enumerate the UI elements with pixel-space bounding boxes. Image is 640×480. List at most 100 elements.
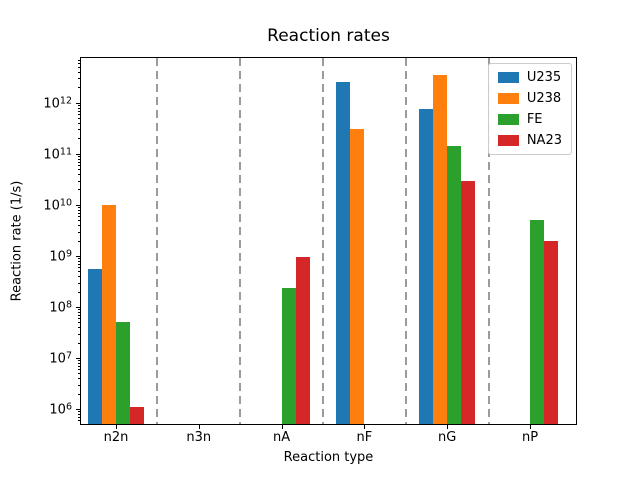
y-minor-tick <box>78 118 80 120</box>
y-minor-tick <box>78 314 80 316</box>
bar-nG-FE <box>447 145 462 424</box>
y-minor-tick <box>78 216 80 218</box>
y-minor-tick <box>78 365 80 367</box>
y-minor-tick <box>78 72 80 74</box>
bar-n2n-NA23 <box>130 406 144 424</box>
y-major-tick <box>76 204 80 206</box>
y-axis-label: Reaction rate (1/s) <box>9 180 25 302</box>
legend-swatch-U235 <box>497 72 519 83</box>
legend-label-NA23: NA23 <box>526 133 562 148</box>
y-minor-tick <box>78 207 80 209</box>
bar-nF-U238 <box>350 129 365 424</box>
bar-n2n-FE <box>116 322 130 424</box>
y-tick-label: 1012 <box>43 95 72 112</box>
bar-n2n-U235 <box>88 269 102 424</box>
separator-line <box>487 58 490 424</box>
y-minor-tick <box>78 414 80 416</box>
y-minor-tick <box>78 123 80 125</box>
separator-line <box>239 58 242 424</box>
y-minor-tick <box>78 420 80 422</box>
bar-nF-U235 <box>336 81 351 424</box>
y-tick-label: 1011 <box>43 146 72 163</box>
legend-entry-U235: U235 <box>497 70 562 85</box>
y-minor-tick <box>78 309 80 311</box>
y-minor-tick <box>78 327 80 329</box>
y-minor-tick <box>78 78 80 80</box>
legend-label-U235: U235 <box>526 70 562 85</box>
y-minor-tick <box>78 311 80 313</box>
y-minor-tick <box>78 291 80 293</box>
y-minor-tick <box>78 240 80 242</box>
y-major-tick <box>76 358 80 360</box>
bar-n2n-U238 <box>102 204 116 424</box>
y-minor-tick <box>78 105 80 107</box>
y-minor-tick <box>78 67 80 69</box>
y-minor-tick <box>78 373 80 375</box>
y-minor-tick <box>78 174 80 176</box>
x-tick <box>281 425 283 429</box>
chart-title: Reaction rates <box>267 26 390 46</box>
y-minor-tick <box>78 114 80 116</box>
y-tick-label: 1010 <box>43 197 72 214</box>
y-minor-tick <box>78 161 80 163</box>
y-minor-tick <box>78 165 80 167</box>
y-minor-tick <box>78 156 80 158</box>
y-minor-tick <box>78 209 80 211</box>
y-tick-label: 109 <box>49 248 72 265</box>
y-minor-tick <box>78 360 80 362</box>
separator-line <box>404 58 407 424</box>
y-minor-tick <box>78 282 80 284</box>
y-minor-tick <box>78 107 80 109</box>
legend-swatch-NA23 <box>497 135 519 146</box>
x-tick-label-nF: nF <box>356 430 373 445</box>
plot-area: U235 U238 FE NA23 106 107 108 109 1010 1011 1012 n… <box>43 57 577 445</box>
y-minor-tick <box>78 212 80 214</box>
y-minor-tick <box>78 369 80 371</box>
y-minor-tick <box>78 225 80 227</box>
y-major-tick <box>76 306 80 308</box>
legend-swatch-U238 <box>497 93 519 104</box>
x-axis-label: Reaction type <box>283 450 374 465</box>
y-major-tick <box>76 409 80 411</box>
x-tick <box>530 425 531 429</box>
x-tick <box>364 425 366 429</box>
y-minor-tick <box>78 220 80 222</box>
y-minor-tick <box>78 258 80 260</box>
y-minor-tick <box>78 263 80 265</box>
y-minor-tick <box>78 322 80 324</box>
bar-nA-NA23 <box>295 257 310 424</box>
y-major-tick <box>76 255 80 257</box>
y-minor-tick <box>78 87 80 89</box>
legend: U235 U238 FE NA23 <box>487 63 572 155</box>
y-minor-tick <box>78 59 80 61</box>
y-minor-tick <box>78 271 80 273</box>
y-minor-tick <box>78 110 80 112</box>
y-minor-tick <box>78 276 80 278</box>
y-tick-label: 106 <box>49 401 72 418</box>
y-minor-tick <box>78 231 80 233</box>
legend-swatch-FE <box>497 114 519 125</box>
separator-line <box>322 58 324 424</box>
y-minor-tick <box>78 138 80 140</box>
bar-nA-FE <box>281 287 296 424</box>
x-tick <box>116 425 117 429</box>
legend-entry-NA23: NA23 <box>497 133 562 148</box>
y-minor-tick <box>78 189 80 191</box>
y-minor-tick <box>78 416 80 418</box>
legend-entry-U238: U238 <box>497 91 562 106</box>
x-tick <box>447 425 449 429</box>
y-minor-tick <box>78 333 80 335</box>
legend-label-FE: FE <box>526 112 543 127</box>
y-minor-tick <box>78 378 80 380</box>
separator-line <box>156 58 159 424</box>
bar-nG-NA23 <box>461 180 476 424</box>
y-major-tick <box>76 153 80 155</box>
legend-entry-FE: FE <box>497 112 562 127</box>
bar-nP-FE <box>530 220 544 424</box>
bar-nG-U238 <box>433 74 448 424</box>
x-tick-label-nG: nG <box>438 430 457 445</box>
legend-label-U238: U238 <box>526 91 562 106</box>
y-minor-tick <box>78 411 80 413</box>
x-tick-label-nA: nA <box>273 430 291 445</box>
